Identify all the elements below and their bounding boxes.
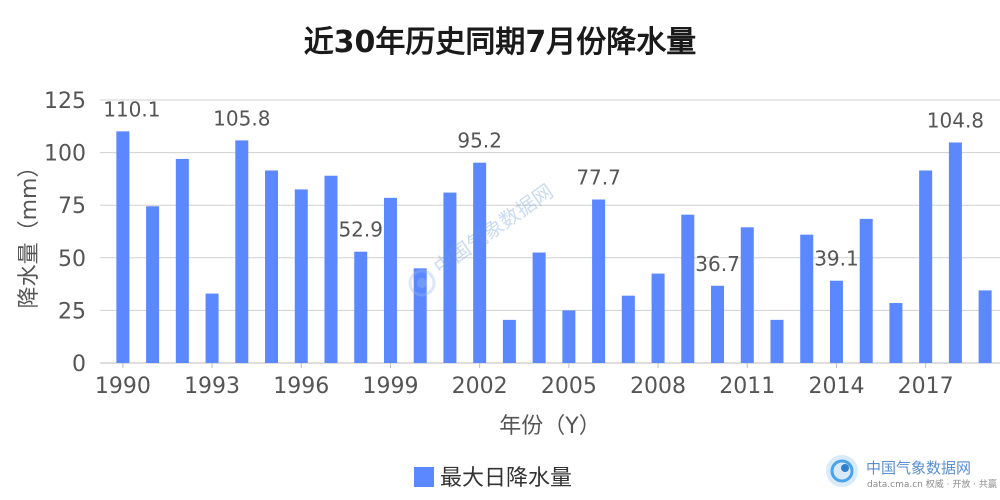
bar-2008	[651, 273, 665, 363]
y-axis-ticks: 0 25 50 75 100 125	[44, 89, 86, 377]
bar-2009	[681, 214, 695, 363]
data-label-1990: 110.1	[103, 97, 160, 121]
bar-2001	[443, 192, 457, 363]
bar-1992	[175, 158, 189, 363]
bar-1995	[265, 170, 279, 363]
bar-2010	[711, 285, 725, 363]
bar-1990	[116, 131, 130, 363]
bar-1997	[324, 175, 338, 363]
x-axis-title: 年份（Y）	[499, 414, 600, 439]
legend-swatch	[414, 467, 434, 487]
bar-2006	[592, 199, 606, 363]
bar-1993	[205, 293, 219, 363]
data-label-2002: 95.2	[457, 129, 502, 153]
x-tick-label: 2011	[719, 374, 775, 399]
data-label-2006: 77.7	[576, 166, 621, 190]
data-label-1994: 105.8	[213, 106, 270, 130]
bar-2007	[621, 295, 635, 363]
bar-2017	[919, 170, 933, 363]
legend: 最大日降水量	[414, 466, 572, 491]
data-label-2014: 39.1	[814, 247, 859, 271]
data-label-2018: 104.8	[927, 109, 984, 133]
data-label-2010: 36.7	[695, 252, 740, 276]
bar-1991	[146, 206, 160, 363]
watermark-corner-sub: data.cma.cn 权威 · 开放 · 共赢	[867, 478, 997, 490]
x-tick-label: 2002	[452, 374, 508, 399]
watermark-corner-title: 中国气象数据网	[866, 459, 971, 477]
bar-1999	[383, 197, 397, 363]
data-labels: 110.1 105.8 52.9 95.2 77.7 36.7 39.1 104.8	[103, 97, 984, 275]
y-tick-label: 25	[58, 299, 86, 324]
bar-2004	[532, 252, 546, 363]
bar-1996	[294, 189, 308, 363]
grid-lines	[100, 99, 1000, 364]
bar-2000	[413, 268, 427, 363]
y-tick-label: 0	[72, 352, 86, 377]
x-tick-label: 1996	[273, 374, 329, 399]
x-tick-label: 2005	[541, 374, 597, 399]
y-axis-title: 降水量（mm）	[17, 156, 42, 309]
bar-2011	[740, 227, 754, 363]
bar-2013	[800, 234, 814, 363]
cma-logo-icon	[826, 455, 858, 487]
bar-2005	[562, 310, 576, 363]
chart-title: 近30年历史同期7月份降水量	[304, 25, 697, 60]
bar-2012	[770, 319, 784, 363]
bar-2018	[948, 142, 962, 363]
x-tick-label: 1990	[95, 374, 151, 399]
y-tick-label: 125	[44, 89, 86, 114]
x-tick-label: 1993	[184, 374, 240, 399]
x-axis-ticks: 1990 1993 1996 1999 2002 2005 2008 2011 2014 2017	[95, 363, 954, 399]
bar-2016	[889, 303, 903, 363]
x-tick-label: 2014	[808, 374, 864, 399]
legend-label: 最大日降水量	[440, 466, 572, 491]
bar-2019	[978, 290, 992, 363]
bar-series	[116, 131, 992, 363]
watermark-corner: 中国气象数据网 data.cma.cn 权威 · 开放 · 共赢	[826, 455, 997, 490]
y-tick-label: 75	[58, 194, 86, 219]
bar-2015	[859, 218, 873, 363]
bar-1998	[354, 251, 368, 363]
y-tick-label: 50	[58, 247, 86, 272]
x-tick-label: 2017	[898, 374, 954, 399]
bar-2014	[829, 280, 843, 363]
bar-1994	[235, 140, 249, 363]
x-tick-label: 2008	[630, 374, 686, 399]
y-tick-label: 100	[44, 142, 86, 167]
bar-2002	[473, 162, 487, 363]
data-label-1998: 52.9	[338, 218, 383, 242]
x-tick-label: 1999	[362, 374, 418, 399]
watermark-logo-icon	[408, 269, 436, 297]
bar-2003	[502, 319, 516, 363]
